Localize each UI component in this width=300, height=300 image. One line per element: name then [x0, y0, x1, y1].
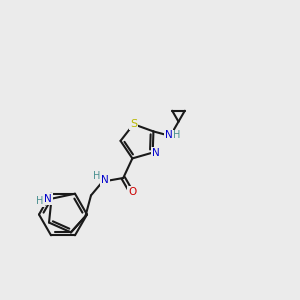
Text: N: N — [165, 130, 172, 140]
Text: N: N — [44, 194, 52, 204]
Text: O: O — [128, 187, 136, 197]
Text: S: S — [130, 119, 137, 129]
Text: H: H — [36, 196, 44, 206]
Text: H: H — [172, 130, 180, 140]
Text: H: H — [94, 171, 101, 181]
Text: N: N — [101, 175, 109, 185]
Text: N: N — [152, 148, 160, 158]
